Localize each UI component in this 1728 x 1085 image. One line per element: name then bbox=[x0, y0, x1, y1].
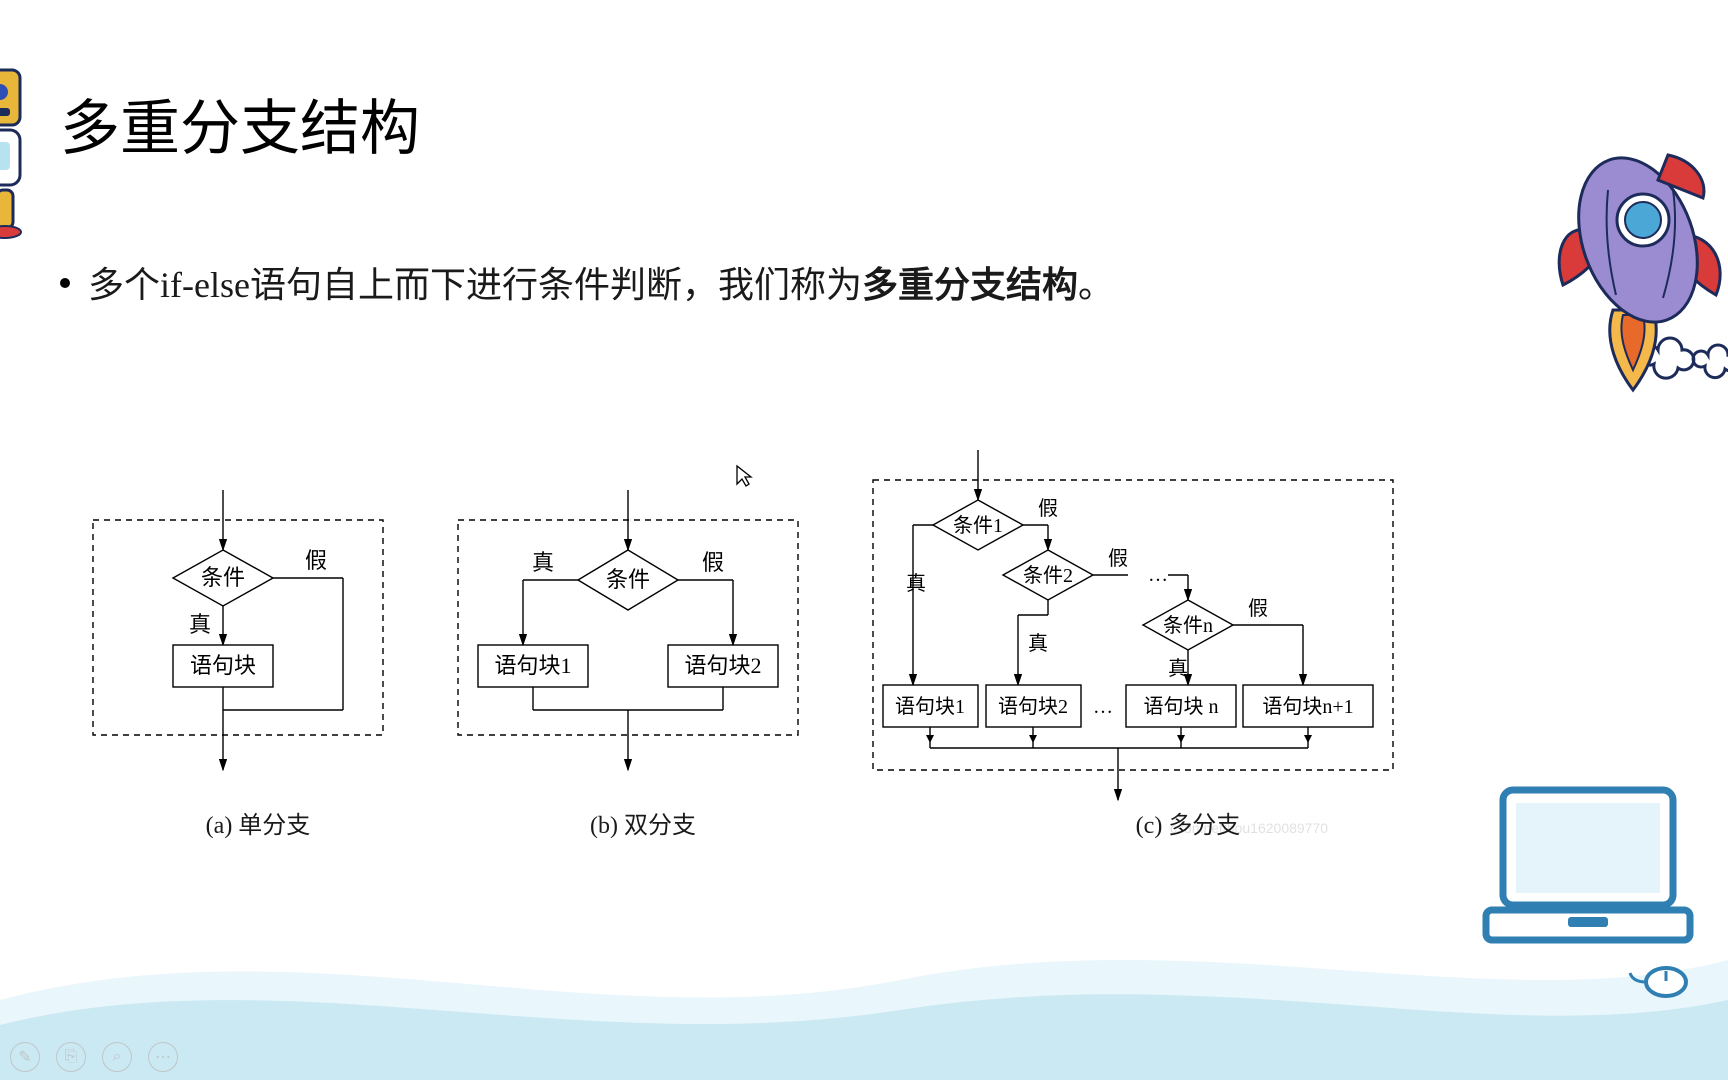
diagram-a: 条件 假 真 语句块 bbox=[88, 490, 388, 810]
caption-a: (a) 单分支 bbox=[158, 805, 358, 840]
mouse-decoration bbox=[1628, 965, 1688, 1005]
false-label-a: 假 bbox=[305, 548, 327, 573]
presenter-toolbar: ✎ ⎘ ⌕ ⋯ bbox=[10, 1042, 178, 1072]
block2-c: 语句块2 bbox=[998, 695, 1068, 718]
pencil-icon: ✎ bbox=[18, 1047, 31, 1067]
blockn1-c: 语句块n+1 bbox=[1262, 695, 1353, 718]
blockn-c: 语句块 n bbox=[1144, 695, 1219, 718]
false1-c: 假 bbox=[1038, 497, 1058, 520]
diagram-b: 条件 真 假 语句块1 语句块2 bbox=[453, 490, 803, 810]
diagram-c: 条件1 假 真 条件2 假 真 … 条件n 假 真 语句块1 bbox=[868, 450, 1398, 810]
watermark: csdn.net/hou1620089770 bbox=[1170, 820, 1328, 836]
bullet-suffix: 。 bbox=[1078, 265, 1114, 305]
slide-title: 多重分支结构 bbox=[60, 80, 420, 167]
laptop-decoration bbox=[1478, 785, 1698, 960]
block1-b: 语句块1 bbox=[494, 653, 571, 678]
true-label-b: 真 bbox=[532, 550, 554, 575]
caption-b: (b) 双分支 bbox=[543, 805, 743, 840]
false2-c: 假 bbox=[1108, 547, 1128, 570]
condn-c: 条件n bbox=[1163, 614, 1213, 637]
true2-c: 真 bbox=[1028, 632, 1048, 655]
mouse-cursor bbox=[735, 464, 753, 493]
copy-icon: ⎘ bbox=[65, 1048, 78, 1066]
more-button[interactable]: ⋯ bbox=[148, 1042, 178, 1072]
pencil-button[interactable]: ✎ bbox=[10, 1042, 40, 1072]
falsen-c: 假 bbox=[1248, 597, 1268, 620]
flowchart-diagrams: 条件 假 真 语句块 (a) 单分支 条件 真 假 bbox=[88, 430, 1418, 860]
bullet-text: 多个if-else语句自上而下进行条件判断，我们称为多重分支结构。 bbox=[88, 260, 1180, 310]
dots1-c: … bbox=[1148, 564, 1168, 586]
block1-c: 语句块1 bbox=[895, 695, 965, 718]
bullet-dot bbox=[60, 278, 70, 288]
false-label-b: 假 bbox=[702, 550, 724, 575]
true1-c: 真 bbox=[906, 572, 926, 595]
search-icon: ⌕ bbox=[113, 1048, 122, 1066]
rocket-decoration bbox=[1508, 130, 1728, 410]
true-label-a: 真 bbox=[189, 612, 211, 637]
copy-button[interactable]: ⎘ bbox=[56, 1042, 86, 1072]
bullet-prefix: 多个if-else语句自上而下进行条件判断，我们称为 bbox=[88, 265, 862, 305]
more-icon: ⋯ bbox=[155, 1047, 171, 1067]
block2-b: 语句块2 bbox=[684, 653, 761, 678]
cond-label-b: 条件 bbox=[606, 567, 650, 592]
bullet-bold: 多重分支结构 bbox=[862, 265, 1078, 305]
cond2-c: 条件2 bbox=[1023, 564, 1073, 587]
bullet-text-area: 多个if-else语句自上而下进行条件判断，我们称为多重分支结构。 bbox=[60, 260, 1180, 310]
dots2-c: … bbox=[1093, 696, 1113, 718]
wave-decoration bbox=[0, 860, 1728, 1080]
cond-label-a: 条件 bbox=[201, 565, 245, 590]
block-a: 语句块 bbox=[190, 653, 256, 678]
search-button[interactable]: ⌕ bbox=[102, 1042, 132, 1072]
cond1-c: 条件1 bbox=[953, 514, 1003, 537]
robot-decoration bbox=[0, 30, 60, 240]
truen-c: 真 bbox=[1168, 657, 1188, 680]
